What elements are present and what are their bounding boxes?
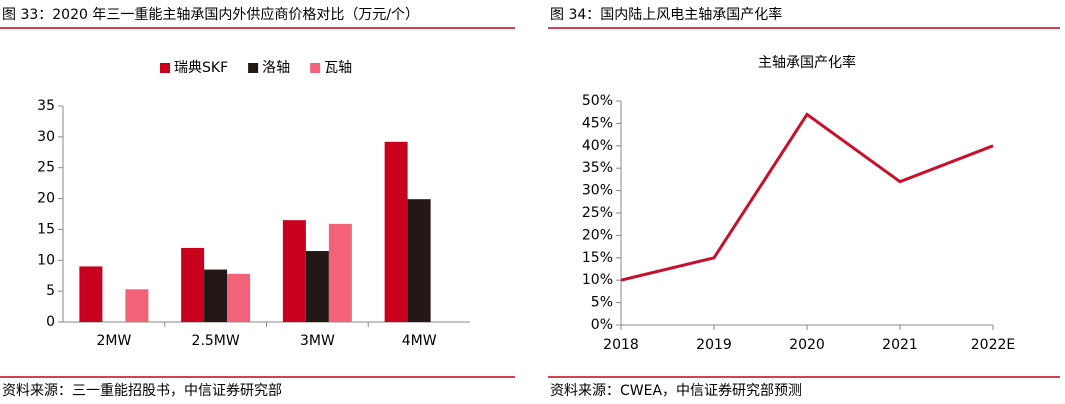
y-tick-label: 35% [582, 160, 613, 176]
y-tick-label: 25% [582, 205, 613, 221]
y-tick-label: 0 [46, 314, 55, 330]
bar [407, 199, 431, 322]
bar [204, 269, 228, 322]
y-tick-label: 50% [582, 93, 613, 109]
y-tick-label: 45% [582, 115, 613, 131]
source: 资料来源：三一重能招股书，中信证券研究部 [2, 383, 282, 399]
y-tick-label: 40% [582, 138, 613, 154]
bar [181, 247, 205, 322]
x-tick-label: 2020 [789, 337, 825, 353]
bar [384, 141, 408, 322]
y-tick-label: 0% [591, 317, 613, 333]
bar [328, 223, 352, 322]
legend-swatch [310, 63, 321, 73]
x-tick-label: 2.5MW [192, 333, 240, 349]
legend-label: 瑞典SKF [174, 60, 228, 76]
x-tick-label: 4MW [402, 333, 437, 349]
x-tick-label: 2021 [882, 337, 918, 353]
bar [282, 220, 306, 322]
x-tick-label: 2019 [696, 337, 732, 353]
y-tick-label: 35 [37, 98, 55, 114]
x-tick-label: 3MW [300, 333, 335, 349]
y-tick-label: 5 [46, 283, 55, 299]
y-tick-label: 30% [582, 183, 613, 199]
x-tick-label: 2MW [96, 333, 131, 349]
legend-swatch [160, 63, 170, 73]
figure-title: 图 34：国内陆上风电主轴承国产化率 [550, 6, 782, 23]
y-tick-label: 25 [37, 160, 55, 176]
figure-title: 图 33：2020 年三一重能主轴承国内外供应商价格对比（万元/个） [2, 6, 419, 23]
legend-label: 洛轴 [262, 60, 290, 76]
x-tick-label: 2018 [603, 337, 639, 353]
y-tick-label: 15 [37, 221, 55, 237]
y-tick-label: 10% [582, 272, 613, 288]
bar [79, 266, 103, 322]
y-tick-label: 20% [582, 227, 613, 243]
y-tick-label: 10 [37, 252, 55, 268]
x-tick-label: 2022E [971, 337, 1015, 353]
legend-label: 瓦轴 [324, 60, 352, 76]
line [620, 112, 994, 282]
y-tick-label: 30 [37, 129, 55, 145]
source: 资料来源：CWEA，中信证券研究部预测 [550, 383, 802, 399]
bar [305, 251, 329, 322]
legend-swatch [248, 63, 259, 73]
bar [227, 273, 251, 322]
y-tick-label: 20 [37, 191, 55, 207]
y-tick-label: 15% [582, 250, 613, 266]
y-tick-label: 5% [591, 295, 613, 311]
bar [125, 289, 149, 322]
chart-subtitle: 主轴承国产化率 [758, 54, 856, 71]
